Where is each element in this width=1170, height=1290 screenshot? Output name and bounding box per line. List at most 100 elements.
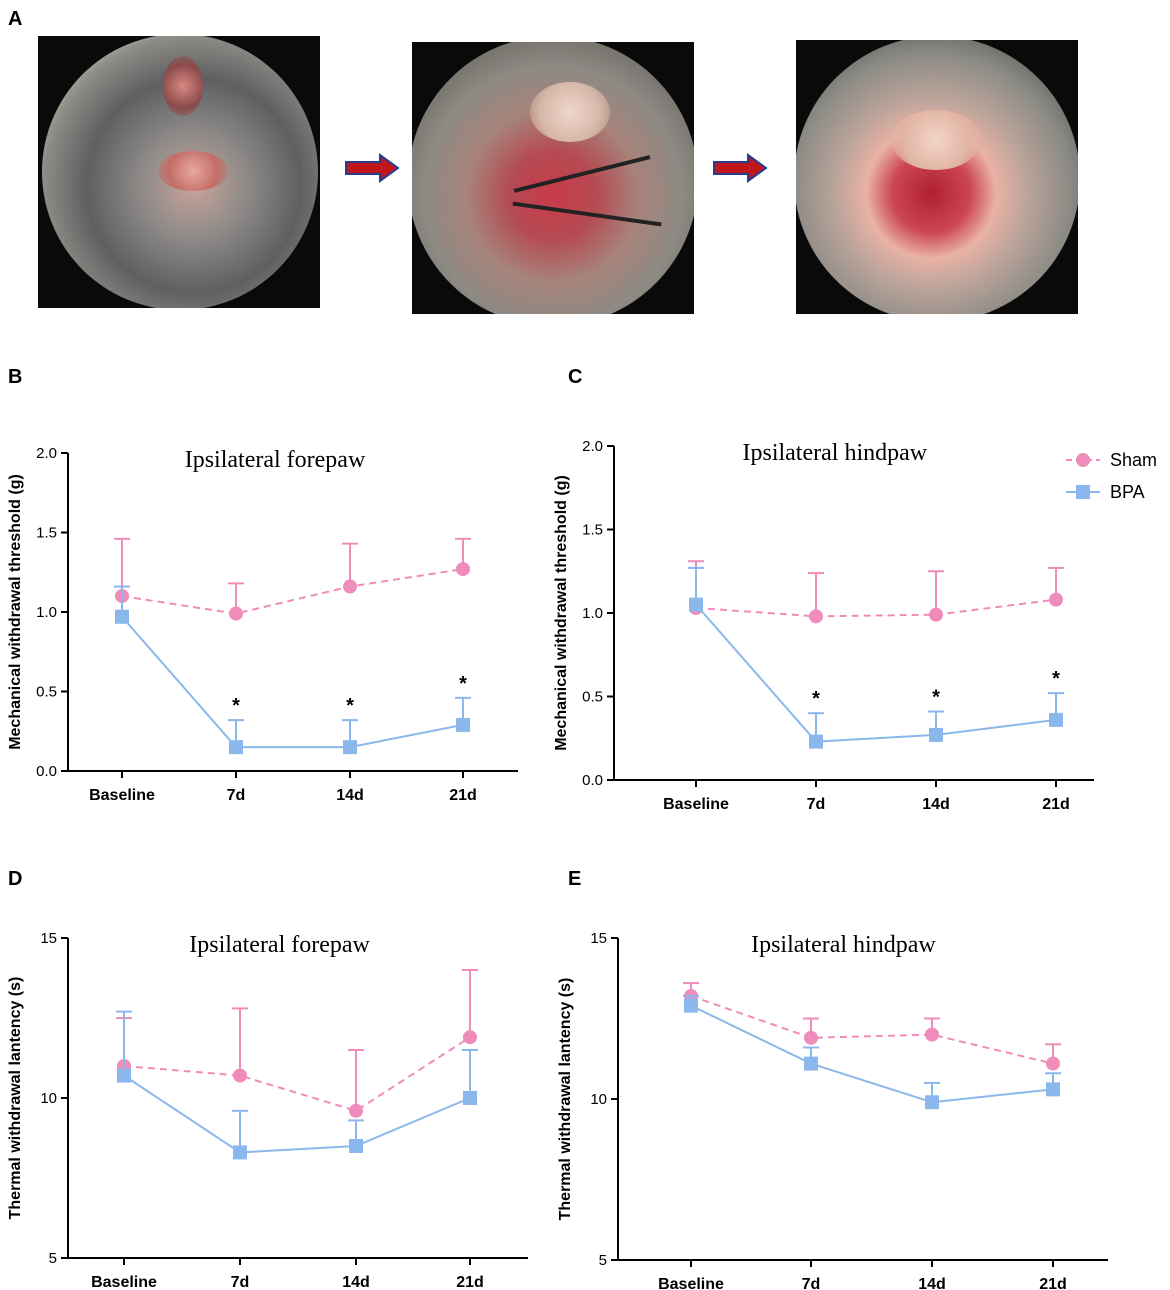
chart-thermal-forepaw: 5 10 15 Baseline 7d 14d 21d Thermal withdrawal … (7, 930, 528, 1290)
significance-star: * (346, 695, 354, 717)
data-point-sham (456, 562, 470, 577)
chart-thermal-hindpaw: 5 10 15 Baseline 7d 14d 21d Thermal withdrawal … (557, 930, 1108, 1290)
data-point-bpa (1046, 1082, 1060, 1097)
significance-star: * (812, 688, 820, 710)
y-tick-label: 0.0 (582, 772, 603, 789)
data-point-sham (233, 1068, 247, 1083)
panel-label-c: C (568, 366, 583, 388)
data-point-sham (229, 606, 243, 621)
data-point-sham (929, 607, 943, 622)
chart-title: Ipsilateral hindpaw (751, 932, 936, 958)
significance-star: * (932, 687, 940, 709)
panel-label-d: D (8, 868, 23, 890)
data-point-bpa (929, 727, 943, 742)
chart-title: Ipsilateral hindpaw (742, 440, 927, 466)
y-tick-label: 1.0 (582, 605, 603, 622)
x-tick-label: 7d (231, 1274, 250, 1290)
x-tick-label: Baseline (658, 1276, 724, 1290)
x-tick-label: 14d (922, 796, 950, 813)
y-tick-label: 10 (40, 1090, 57, 1107)
y-tick-label: 0.5 (582, 689, 603, 706)
series-line-sham (690, 995, 1054, 1065)
data-point-sham (925, 1027, 939, 1042)
x-tick-label: 14d (336, 787, 364, 804)
data-point-bpa (115, 609, 129, 624)
x-tick-label: 21d (449, 787, 477, 804)
mouse-photo-exposure (38, 36, 320, 308)
mouse-photo-ligation (412, 42, 694, 314)
panel-label-a: A (8, 8, 23, 30)
series-line-sham (123, 1036, 471, 1112)
legend-sham-marker (1076, 453, 1090, 467)
data-point-sham (463, 1030, 477, 1045)
data-point-bpa (684, 998, 698, 1013)
y-axis-title: Mechanical withdrawal threshold (g) (553, 475, 570, 751)
y-axis-title: Thermal withdrawal lantency (s) (557, 978, 574, 1221)
panel-label-b: B (8, 366, 23, 388)
data-point-sham (809, 609, 823, 624)
y-tick-label: 10 (590, 1091, 607, 1108)
y-tick-label: 0.5 (36, 684, 57, 701)
series-line-bpa (121, 616, 464, 749)
y-tick-label: 2.0 (36, 445, 57, 462)
data-point-bpa (809, 734, 823, 749)
series-line-bpa (695, 603, 1057, 743)
legend-sham-label: Sham (1110, 450, 1157, 470)
series-line-bpa (690, 1004, 1054, 1104)
arrow-right-icon (713, 153, 768, 183)
y-tick-label: 2.0 (582, 438, 603, 455)
x-tick-label: 7d (807, 796, 826, 813)
significance-star: * (232, 695, 240, 717)
data-point-bpa (117, 1068, 131, 1083)
y-tick-label: 15 (40, 930, 57, 947)
panel-label-e: E (568, 868, 582, 890)
data-point-bpa (229, 740, 243, 755)
y-tick-label: 0.0 (36, 763, 57, 780)
data-point-bpa (689, 597, 703, 612)
y-tick-label: 5 (599, 1252, 607, 1269)
x-tick-label: 21d (1042, 796, 1070, 813)
y-axis-title: Mechanical withdrawal threshold (g) (7, 474, 24, 750)
x-tick-label: 21d (1039, 1276, 1067, 1290)
series-line-sham (695, 598, 1057, 618)
y-tick-label: 1.5 (36, 525, 57, 542)
y-tick-label: 1.0 (36, 604, 57, 621)
y-tick-label: 1.5 (582, 522, 603, 539)
chart-mechanical-forepaw: 0.0 0.5 1.0 1.5 2.0 Baseline 7d 14d 21d Mechanica… (7, 445, 518, 804)
x-tick-label: 7d (227, 787, 246, 804)
data-point-bpa (456, 717, 470, 732)
x-tick-label: 14d (918, 1276, 946, 1290)
mouse-photo-avulsion (796, 40, 1078, 314)
x-tick-label: Baseline (663, 796, 729, 813)
data-point-bpa (343, 740, 357, 755)
x-tick-label: Baseline (89, 787, 155, 804)
chart-title: Ipsilateral forepaw (189, 932, 370, 958)
series-line-bpa (123, 1074, 471, 1154)
x-tick-label: 7d (802, 1276, 821, 1290)
chart-title: Ipsilateral forepaw (185, 447, 366, 473)
data-point-bpa (349, 1139, 363, 1153)
legend-bpa-marker (1076, 485, 1090, 499)
y-tick-label: 15 (590, 930, 607, 947)
data-point-bpa (233, 1145, 247, 1160)
data-point-bpa (925, 1095, 939, 1110)
significance-star: * (1052, 668, 1060, 690)
y-axis-title: Thermal withdrawal lantency (s) (7, 977, 24, 1220)
legend-bpa-label: BPA (1110, 482, 1145, 502)
data-point-sham (343, 579, 357, 594)
series-line-sham (121, 568, 464, 615)
x-tick-label: 14d (342, 1274, 370, 1290)
significance-star: * (459, 673, 467, 695)
data-point-sham (349, 1103, 363, 1118)
y-tick-label: 5 (49, 1250, 57, 1267)
data-point-sham (804, 1030, 818, 1045)
data-point-sham (1046, 1056, 1060, 1071)
data-point-bpa (804, 1056, 818, 1071)
data-point-sham (1049, 592, 1063, 607)
data-point-bpa (1049, 712, 1063, 727)
x-tick-label: 21d (456, 1274, 484, 1290)
chart-mechanical-hindpaw: 0.0 0.5 1.0 1.5 2.0 Baseline 7d 14d 21d Mechanica… (553, 438, 1157, 813)
data-point-bpa (463, 1091, 477, 1105)
x-tick-label: Baseline (91, 1274, 157, 1290)
arrow-right-icon (345, 153, 400, 183)
